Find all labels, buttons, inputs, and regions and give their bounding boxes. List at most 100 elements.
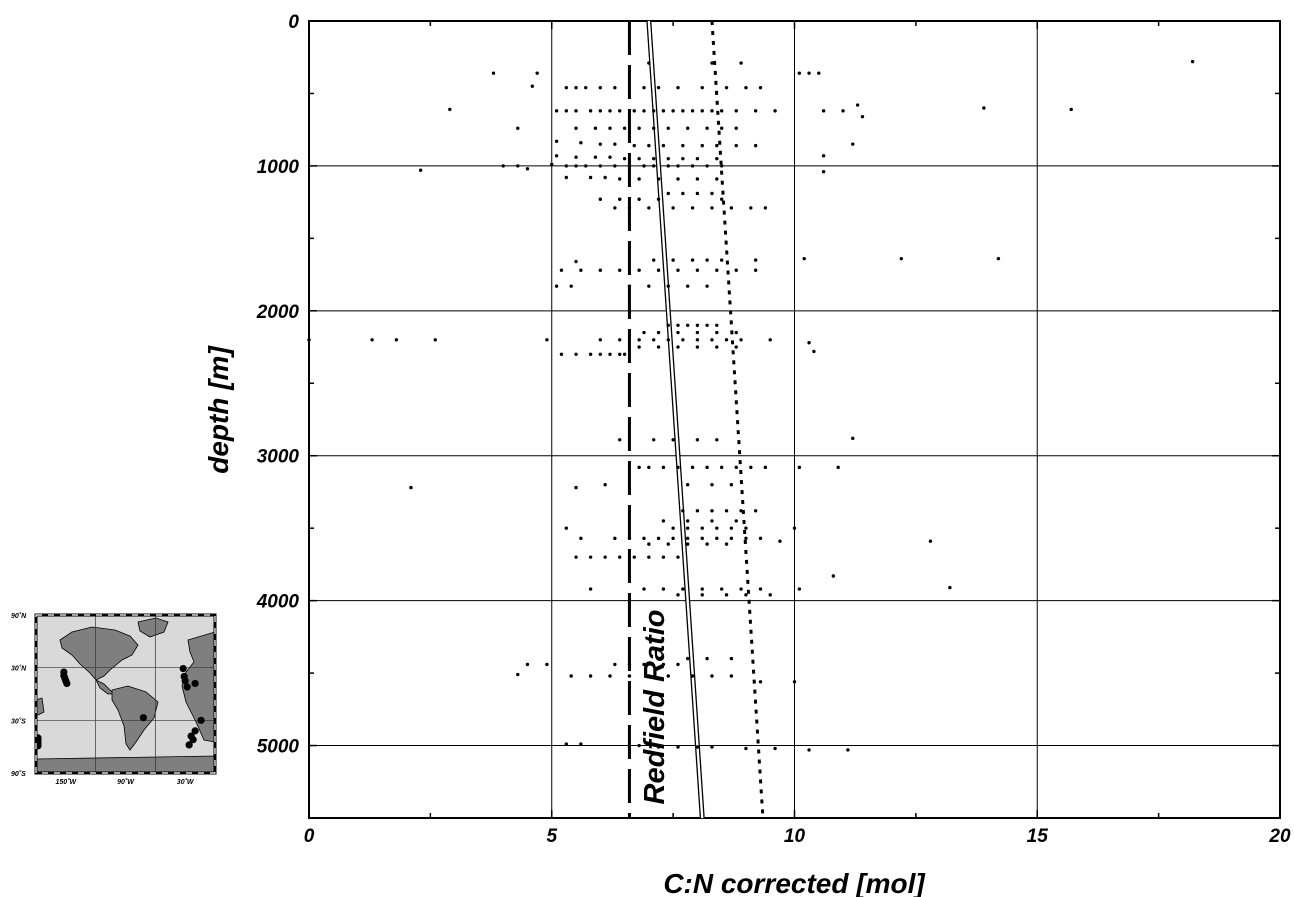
data-point: [705, 284, 709, 288]
data-point: [647, 542, 651, 546]
data-point: [758, 680, 763, 684]
data-point: [831, 574, 836, 578]
data-point: [642, 662, 646, 667]
map-station-marker: [181, 677, 189, 685]
data-point: [797, 71, 802, 75]
data-point: [618, 338, 622, 342]
data-point: [307, 338, 311, 342]
data-point: [739, 61, 743, 65]
data-point: [637, 345, 641, 349]
data-point: [676, 177, 680, 181]
data-point: [807, 748, 811, 752]
data-point: [792, 526, 797, 530]
data-point: [608, 674, 612, 678]
map-landmass: [111, 685, 159, 751]
data-point: [559, 268, 564, 272]
data-point: [666, 191, 670, 196]
data-point: [700, 85, 704, 90]
data-point: [719, 587, 724, 591]
data-point: [729, 536, 734, 541]
data-point: [685, 536, 690, 541]
data-point: [666, 542, 670, 546]
data-point: [948, 585, 952, 590]
data-point: [758, 536, 763, 541]
data-point: [705, 323, 709, 328]
x-tick-label: 20: [1268, 826, 1291, 847]
map-lat-label: 30˚N: [11, 665, 27, 673]
data-point: [647, 555, 651, 559]
data-point: [719, 126, 724, 130]
data-point: [574, 126, 578, 130]
data-point: [690, 674, 695, 678]
dotted-fit-line: [710, 20, 765, 819]
data-point: [661, 465, 666, 470]
data-point: [855, 103, 860, 107]
data-point: [608, 155, 612, 159]
data-point: [666, 674, 670, 678]
data-point: [681, 587, 685, 591]
data-point: [618, 555, 622, 559]
data-point: [719, 109, 724, 113]
data-point: [613, 662, 617, 667]
data-point: [491, 71, 496, 75]
data-point: [661, 587, 666, 591]
data-point: [661, 519, 666, 523]
data-point: [676, 345, 680, 349]
data-point: [695, 191, 700, 196]
data-point: [753, 109, 758, 113]
data-point: [812, 349, 816, 354]
data-point: [569, 674, 573, 678]
data-point: [618, 109, 622, 113]
data-point: [671, 536, 675, 541]
map-station-marker: [183, 683, 191, 691]
data-point: [564, 175, 569, 180]
data-point: [681, 509, 685, 513]
map-lat-label: 30˚S: [11, 717, 26, 725]
data-point: [642, 85, 646, 90]
data-point: [574, 485, 578, 490]
y-tick-label: 1000: [257, 157, 300, 178]
data-point: [734, 143, 738, 148]
data-point: [501, 164, 505, 168]
data-point: [729, 526, 734, 530]
map-station-marker: [191, 727, 199, 735]
data-point: [661, 143, 666, 148]
data-point: [851, 142, 855, 146]
data-point: [647, 674, 651, 678]
data-point: [749, 465, 753, 470]
data-point: [846, 748, 850, 752]
data-point: [666, 126, 670, 130]
data-point: [564, 526, 569, 530]
y-tick-label: 0: [288, 12, 299, 33]
data-point: [656, 745, 661, 749]
data-point: [598, 164, 602, 168]
y-axis-title: depth [m]: [203, 345, 234, 474]
data-point: [1190, 59, 1195, 64]
data-point: [676, 465, 680, 470]
data-point: [627, 536, 632, 541]
data-point: [734, 109, 738, 113]
data-point: [705, 164, 709, 168]
data-point: [676, 555, 680, 559]
data-point: [734, 330, 738, 335]
data-point: [739, 338, 743, 342]
data-point: [656, 177, 661, 181]
data-point: [564, 85, 569, 90]
data-point: [652, 438, 656, 442]
x-tick-label: 0: [304, 826, 315, 847]
data-point: [715, 268, 719, 272]
data-point: [652, 258, 656, 262]
data-point: [710, 674, 714, 678]
data-point: [525, 662, 530, 667]
data-point: [724, 542, 729, 546]
data-point: [637, 197, 641, 201]
data-point: [817, 71, 821, 75]
y-tick-label: 4000: [256, 592, 300, 613]
data-point: [584, 85, 588, 90]
data-point: [768, 338, 772, 342]
data-point: [588, 674, 593, 678]
data-point: [690, 465, 695, 470]
data-point: [739, 509, 743, 513]
data-point: [724, 509, 729, 513]
